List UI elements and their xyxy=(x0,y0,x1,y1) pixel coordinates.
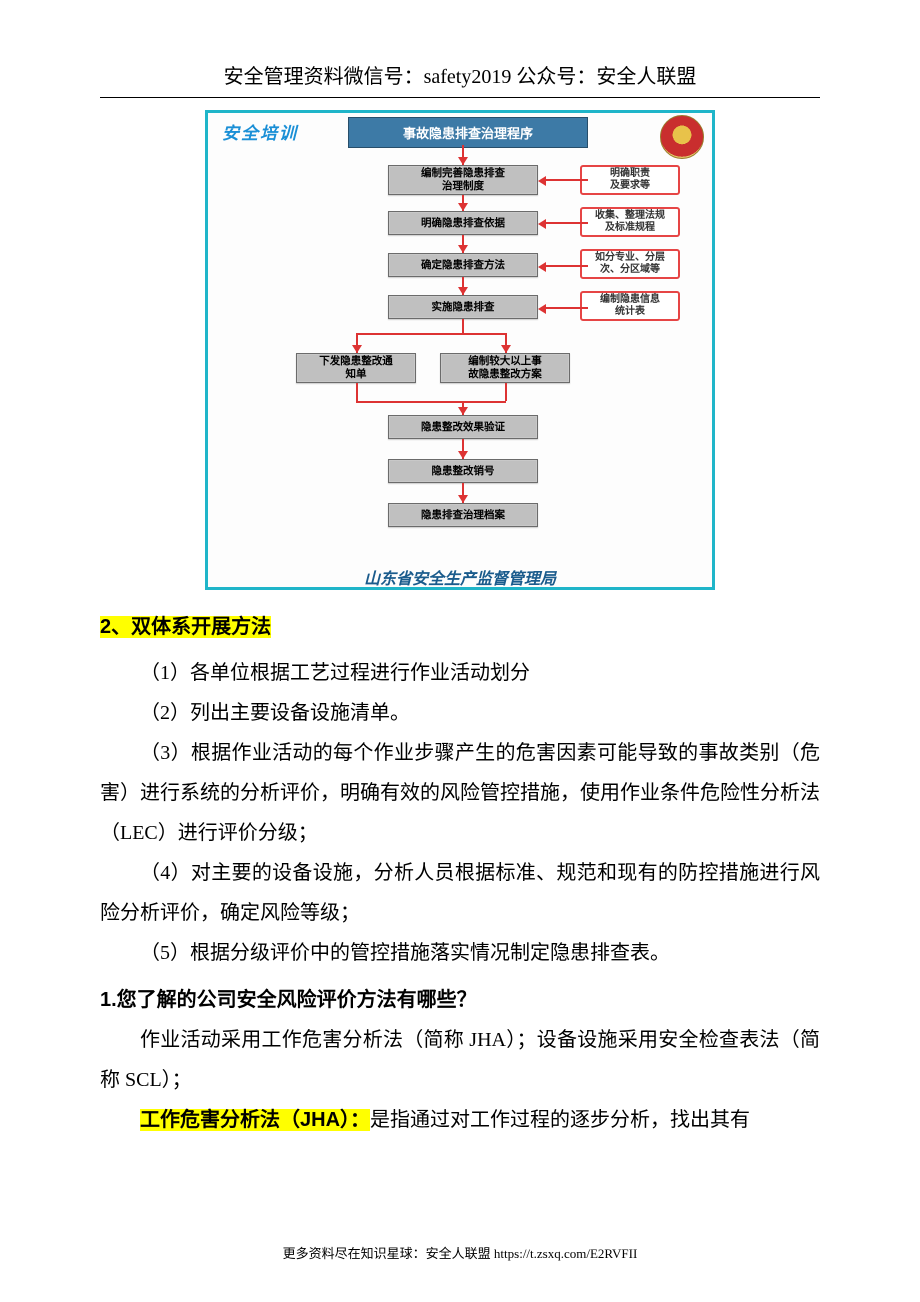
flow-side-2: 如分专业、分层次、分区域等 xyxy=(580,249,680,279)
flow-side-1: 收集、整理法规及标准规程 xyxy=(580,207,680,237)
left-arrow-1 xyxy=(538,219,546,229)
emblem-icon xyxy=(660,115,704,159)
jha-definition: 工作危害分析法（JHA）：是指通过对工作过程的逐步分析，找出其有 xyxy=(100,1100,820,1140)
question-1-title: 1.您了解的公司安全风险评价方法有哪些？ xyxy=(100,983,820,1012)
flowchart-banner: 事故隐患排查治理程序 xyxy=(348,117,588,148)
flow-box-2: 确定隐患排查方法 xyxy=(388,253,538,277)
vstem-7 xyxy=(356,383,358,401)
flow-box-5: 编制较大以上事故隐患整改方案 xyxy=(440,353,570,383)
item-3: （3）根据作业活动的每个作业步骤产生的危害因素可能导致的事故类别（危害）进行系统… xyxy=(100,733,820,853)
hstem-1 xyxy=(356,401,506,403)
hstem-0 xyxy=(356,333,506,335)
flowchart-corner-title: 安全培训 xyxy=(222,119,298,144)
flow-side-0: 明确职责及要求等 xyxy=(580,165,680,195)
left-arrow-0 xyxy=(538,176,546,186)
flow-box-1: 明确隐患排查依据 xyxy=(388,211,538,235)
jha-rest: 是指通过对工作过程的逐步分析，找出其有 xyxy=(370,1109,750,1131)
down-arrow-4 xyxy=(352,345,362,353)
section-2-title: 2、双体系开展方法 xyxy=(100,610,820,639)
item-5: （5）根据分级评价中的管控措施落实情况制定隐患排查表。 xyxy=(100,933,820,973)
page-footer: 更多资料尽在知识星球：安全人联盟 https://t.zsxq.com/E2RV… xyxy=(0,1243,920,1262)
flow-box-0: 编制完善隐患排查治理制度 xyxy=(388,165,538,195)
flow-box-7: 隐患整改销号 xyxy=(388,459,538,483)
flowchart-footer: 山东省安全生产监督管理局 xyxy=(208,565,712,589)
flowchart-container: 安全培训 事故隐患排查治理程序 编制完善隐患排查治理制度明确隐患排查依据确定隐患… xyxy=(100,110,820,590)
down-arrow-7 xyxy=(458,451,468,459)
section-2-title-text: 2、双体系开展方法 xyxy=(100,616,271,638)
left-arrow-2 xyxy=(538,262,546,272)
larrline-1 xyxy=(546,222,588,224)
flow-box-6: 隐患整改效果验证 xyxy=(388,415,538,439)
left-arrow-3 xyxy=(538,304,546,314)
down-arrow-3 xyxy=(458,287,468,295)
vstem-4 xyxy=(462,319,464,333)
vstem-8 xyxy=(505,383,507,401)
item-4: （4）对主要的设备设施，分析人员根据标准、规范和现有的防控措施进行风险分析评价，… xyxy=(100,853,820,933)
larrline-3 xyxy=(546,307,588,309)
down-arrow-0 xyxy=(458,157,468,165)
flow-box-8: 隐患排查治理档案 xyxy=(388,503,538,527)
flowchart: 安全培训 事故隐患排查治理程序 编制完善隐患排查治理制度明确隐患排查依据确定隐患… xyxy=(205,110,715,590)
down-arrow-5 xyxy=(501,345,511,353)
larrline-2 xyxy=(546,265,588,267)
item-1: （1）各单位根据工艺过程进行作业活动划分 xyxy=(100,653,820,693)
down-arrow-8 xyxy=(458,495,468,503)
document-page: 安全管理资料微信号：safety2019 公众号：安全人联盟 安全培训 事故隐患… xyxy=(0,0,920,1180)
down-arrow-2 xyxy=(458,245,468,253)
flow-side-3: 编制隐患信息统计表 xyxy=(580,291,680,321)
larrline-0 xyxy=(546,179,588,181)
page-header: 安全管理资料微信号：safety2019 公众号：安全人联盟 xyxy=(100,60,820,98)
down-arrow-6 xyxy=(458,407,468,415)
question-1-answer: 作业活动采用工作危害分析法（简称 JHA）；设备设施采用安全检查表法（简称 SC… xyxy=(100,1020,820,1100)
flow-box-3: 实施隐患排查 xyxy=(388,295,538,319)
jha-highlight: 工作危害分析法（JHA）： xyxy=(140,1109,370,1131)
down-arrow-1 xyxy=(458,203,468,211)
flow-box-4: 下发隐患整改通知单 xyxy=(296,353,416,383)
item-2: （2）列出主要设备设施清单。 xyxy=(100,693,820,733)
